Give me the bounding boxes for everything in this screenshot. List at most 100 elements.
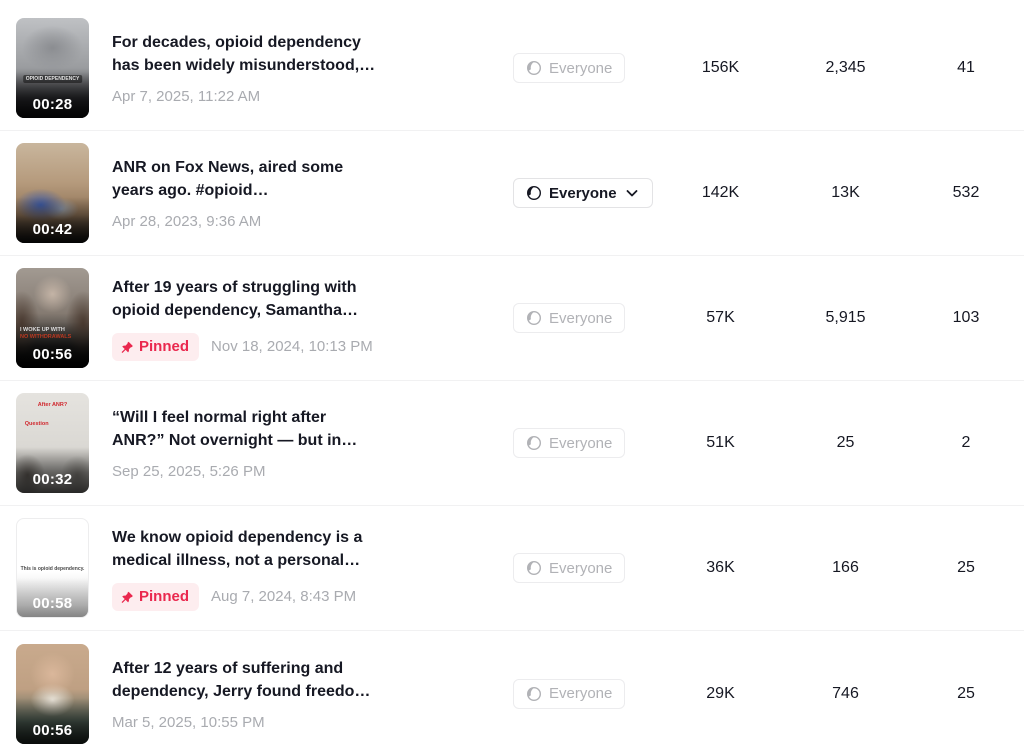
privacy-cell: Everyone [513, 178, 658, 208]
video-title[interactable]: “Will I feel normal right after ANR?” No… [112, 406, 357, 452]
video-info: “Will I feel normal right after ANR?” No… [112, 406, 357, 480]
privacy-label: Everyone [549, 309, 613, 327]
privacy-cell: Everyone [513, 678, 658, 709]
video-title[interactable]: ANR on Fox News, aired some years ago. #… [112, 156, 343, 202]
pinned-label: Pinned [139, 338, 190, 355]
globe-icon [526, 686, 542, 702]
video-title-line: medical illness, not a personal… [112, 551, 361, 569]
video-title[interactable]: After 12 years of suffering and dependen… [112, 657, 370, 703]
video-title-line: opioid dependency, Samantha… [112, 301, 358, 319]
video-cell: I WOKE UP WITH NO WITHDRAWALS 00:56 Afte… [16, 268, 513, 368]
privacy-label: Everyone [549, 685, 613, 702]
video-thumbnail-man-gray-suit[interactable]: OPIOID DEPENDENCY 00:28 [16, 18, 89, 118]
video-row: After ANR? Question 00:32 “Will I feel n… [0, 381, 1024, 506]
views-count: 156K [701, 59, 740, 76]
globe-icon [526, 435, 542, 451]
video-date: Apr 28, 2023, 9:36 AM [112, 213, 262, 230]
thumbnail-caption: This is opioid dependency. [20, 566, 85, 573]
video-row: OPIOID DEPENDENCY 00:28 For decades, opi… [0, 6, 1024, 131]
privacy-label: Everyone [549, 184, 617, 202]
likes-count: 166 [832, 559, 859, 576]
video-title-line: ANR?” Not overnight — but in… [112, 432, 358, 449]
likes-count: 2,345 [825, 59, 866, 76]
video-meta: Pinned Nov 18, 2024, 10:13 PM [112, 332, 373, 361]
thumbnail-caption: After ANR? [37, 402, 68, 408]
comments-count: 25 [957, 684, 975, 702]
comments-count: 25 [957, 559, 975, 576]
video-thumbnail-text-card[interactable]: This is opioid dependency. 00:58 [16, 518, 89, 618]
thumbnail-caption: Question [24, 421, 49, 427]
privacy-dropdown[interactable]: Everyone [513, 303, 626, 333]
privacy-label: Everyone [549, 434, 613, 452]
privacy-cell: Everyone [513, 428, 658, 458]
video-title-line: We know opioid dependency is a [112, 528, 363, 546]
privacy-cell: Everyone [513, 553, 658, 583]
video-duration: 00:58 [17, 571, 88, 617]
video-cell: After ANR? Question 00:32 “Will I feel n… [16, 393, 513, 493]
video-title-line: “Will I feel normal right after [112, 409, 327, 426]
comments-count: 2 [961, 434, 971, 451]
video-info: For decades, opioid dependency has been … [112, 31, 375, 105]
video-duration: 00:32 [16, 447, 89, 493]
video-title-line: dependency, Jerry found freedo… [112, 682, 371, 700]
video-meta: Sep 25, 2025, 5:26 PM [112, 463, 357, 480]
video-row: This is opioid dependency. 00:58 We know… [0, 506, 1024, 631]
views-count: 29K [706, 684, 735, 702]
pinned-badge: Pinned [112, 582, 200, 611]
privacy-label: Everyone [549, 559, 613, 577]
video-row: 00:56 After 12 years of suffering and de… [0, 631, 1024, 751]
video-cell: OPIOID DEPENDENCY 00:28 For decades, opi… [16, 18, 513, 118]
views-count: 51K [706, 434, 735, 451]
video-thumbnail-woman-speaking[interactable]: I WOKE UP WITH NO WITHDRAWALS 00:56 [16, 268, 89, 368]
video-info: ANR on Fox News, aired some years ago. #… [112, 156, 343, 230]
video-cell: This is opioid dependency. 00:58 We know… [16, 518, 513, 618]
video-date: Apr 7, 2025, 11:22 AM [112, 88, 261, 105]
privacy-dropdown[interactable]: Everyone [513, 53, 626, 83]
video-duration: 00:56 [16, 322, 89, 368]
views-count: 57K [706, 309, 735, 326]
video-title-line: For decades, opioid dependency [112, 34, 361, 51]
pinned-label: Pinned [139, 588, 190, 605]
video-title[interactable]: For decades, opioid dependency has been … [112, 31, 375, 77]
globe-icon [526, 560, 542, 576]
privacy-dropdown-expanded[interactable]: Everyone [513, 178, 653, 208]
video-title-line: ANR on Fox News, aired some [112, 159, 344, 176]
comments-count: 103 [952, 309, 980, 326]
video-date: Mar 5, 2025, 10:55 PM [112, 713, 265, 731]
video-title[interactable]: After 19 years of struggling with opioid… [112, 276, 373, 322]
video-date: Aug 7, 2024, 8:43 PM [211, 588, 357, 605]
video-thumbnail-street-scene[interactable]: 00:42 [16, 143, 89, 243]
video-title-line: After 19 years of struggling with [112, 278, 357, 296]
video-duration: 00:56 [16, 697, 89, 744]
video-thumbnail-bearded-man[interactable]: 00:56 [16, 643, 89, 744]
globe-icon [526, 310, 542, 326]
video-date: Sep 25, 2025, 5:26 PM [112, 463, 266, 480]
video-title[interactable]: We know opioid dependency is a medical i… [112, 526, 362, 572]
privacy-cell: Everyone [513, 303, 658, 333]
privacy-dropdown[interactable]: Everyone [513, 678, 626, 709]
privacy-dropdown[interactable]: Everyone [513, 553, 626, 583]
privacy-dropdown[interactable]: Everyone [513, 428, 626, 458]
video-meta: Mar 5, 2025, 10:55 PM [112, 714, 370, 731]
pinned-badge: Pinned [112, 332, 200, 361]
video-info: After 19 years of struggling with opioid… [112, 276, 373, 361]
video-meta: Pinned Aug 7, 2024, 8:43 PM [112, 582, 362, 611]
likes-count: 746 [832, 684, 859, 702]
comments-count: 41 [957, 59, 975, 76]
video-cell: 00:42 ANR on Fox News, aired some years … [16, 143, 513, 243]
video-thumbnail-two-women-interview[interactable]: After ANR? Question 00:32 [16, 393, 89, 493]
video-info: After 12 years of suffering and dependen… [112, 657, 370, 731]
video-title-line: has been widely misunderstood,… [112, 57, 376, 74]
video-date: Nov 18, 2024, 10:13 PM [211, 338, 373, 355]
video-title-line: years ago. #opioid… [112, 182, 269, 199]
pin-icon [120, 340, 134, 354]
likes-count: 13K [831, 184, 860, 201]
video-row: 00:42 ANR on Fox News, aired some years … [0, 131, 1024, 256]
video-meta: Apr 7, 2025, 11:22 AM [112, 88, 375, 105]
globe-icon [526, 185, 542, 201]
views-count: 36K [706, 559, 735, 576]
video-duration: 00:42 [16, 197, 89, 243]
comments-count: 532 [952, 184, 980, 201]
privacy-label: Everyone [549, 59, 613, 77]
